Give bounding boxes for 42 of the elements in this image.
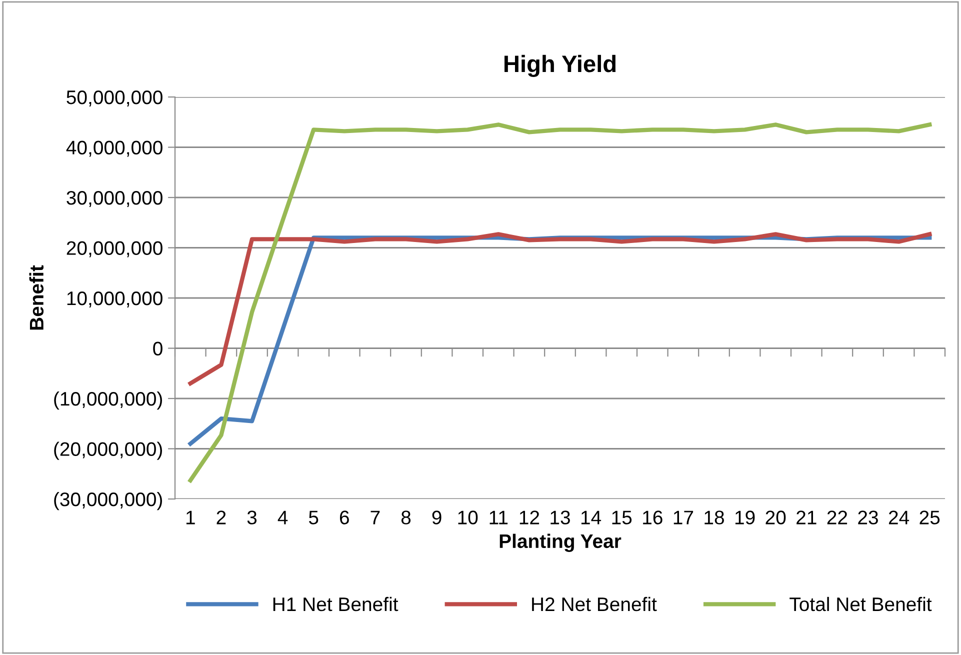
x-tick-label: 16 <box>643 510 662 524</box>
x-tick-label: 1 <box>186 510 195 524</box>
x-tick-label: 7 <box>370 510 380 524</box>
x-tick-label: 17 <box>674 510 694 524</box>
x-tick-label: 24 <box>888 510 910 524</box>
y-tick-label: 20,000,000 <box>66 241 162 258</box>
y-tick-label: 30,000,000 <box>66 190 162 208</box>
x-tick-label: 6 <box>340 510 349 524</box>
x-tick-label: 9 <box>432 510 442 524</box>
y-axis-title: Benefit <box>29 265 44 330</box>
x-tick-label: 22 <box>827 510 848 524</box>
x-tick-label: 20 <box>766 510 786 524</box>
legend-label: H1 Net Benefit <box>273 596 398 612</box>
x-tick-label: 4 <box>278 510 288 524</box>
y-tick-label: (10,000,000) <box>54 391 162 410</box>
legend-label: H2 Net Benefit <box>532 596 657 612</box>
y-tick-label: (30,000,000) <box>54 492 162 510</box>
x-tick-label: 18 <box>704 510 724 524</box>
x-tick-label: 10 <box>458 510 478 524</box>
x-tick-label: 2 <box>216 510 226 524</box>
chart-title: High Yield <box>504 54 616 78</box>
y-tick-label: 10,000,000 <box>67 291 162 308</box>
x-tick-label: 13 <box>550 510 570 524</box>
y-tick-label: 0 <box>153 342 162 356</box>
line-series <box>188 232 932 386</box>
x-axis-title: Planting Year <box>500 534 622 552</box>
y-tick-label: (20,000,000) <box>54 442 162 460</box>
x-tick-label: 11 <box>490 510 508 524</box>
x-tick-label: 23 <box>858 510 878 524</box>
x-tick-label: 21 <box>796 510 816 524</box>
y-tick-label: 50,000,000 <box>66 90 162 107</box>
x-tick-label: 3 <box>247 510 257 524</box>
line-series <box>188 122 932 482</box>
legend-label: Total Net Benefit <box>790 596 932 612</box>
y-tick-label: 40,000,000 <box>66 140 162 157</box>
x-tick-label: 25 <box>920 510 940 524</box>
x-tick-label: 14 <box>581 510 602 524</box>
x-tick-label: 12 <box>520 510 540 524</box>
x-tick-label: 5 <box>308 510 318 524</box>
x-tick-label: 8 <box>401 510 411 524</box>
x-tick-label: 15 <box>612 510 632 524</box>
x-tick-label: 19 <box>735 510 755 524</box>
